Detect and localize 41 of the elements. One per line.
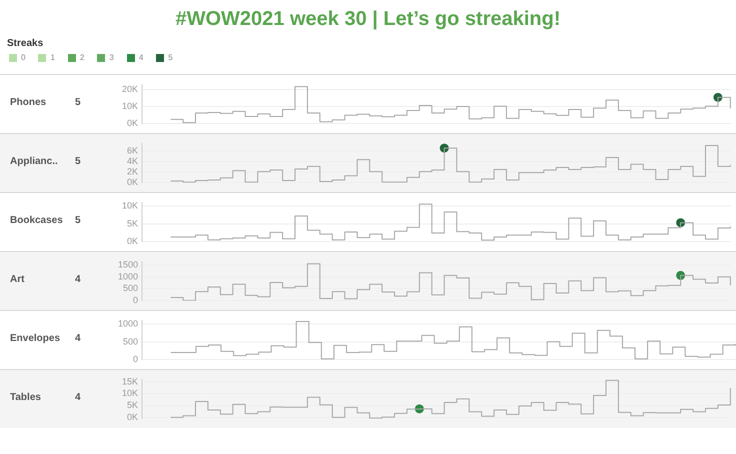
y-tick-label: 0K [126,118,138,128]
y-tick-label: 0K [126,177,138,188]
text: 5 [75,97,81,108]
text: 4 [75,333,81,344]
y-tick-label: 10K [122,388,138,398]
y-tick-label: 5K [126,218,138,228]
legend-label: 2 [80,53,84,62]
y-tick-label: 2K [126,166,138,177]
y-tick-label: 10K [122,101,138,112]
text: 4 [75,392,81,403]
y-axis-title: Bookcases [10,215,63,226]
chart-title: #WOW2021 week 30 | Let’s go streaking! [174,8,562,31]
y-tick-label: 5K [126,400,138,410]
legend-title: Streaks [7,38,44,49]
y-tick-label: 4K [126,156,138,166]
legend-label: 1 [50,53,55,62]
legend-label: 3 [109,53,114,62]
y-tick-label: 0K [126,412,138,422]
y-tick-label: 1000 [118,318,138,328]
y-tick-label: 10K [122,200,138,210]
y-tick-label: 500 [122,336,138,346]
y-axis-title: Tables [10,392,41,403]
y-tick-label: 1000 [118,271,138,282]
y-tick-label: 0 [132,295,138,306]
y-axis-title: Art [10,274,24,285]
y-axis-title: Envelopes [10,333,60,344]
y-axis-title: Phones [10,97,46,108]
y-tick-label: 0 [132,354,138,364]
text: 5 [75,215,81,226]
y-tick-label: 1500 [118,259,138,270]
y-axis-title: Applianc.. [10,156,58,167]
y-tick-label: 6K [126,146,138,156]
text: 5 [75,156,81,167]
legend-label: 5 [168,53,173,62]
y-tick-label: 15K [122,376,138,386]
y-tick-label: 500 [122,283,138,294]
legend-label: 0 [21,53,26,62]
y-tick-label: 0K [126,236,138,246]
y-tick-label: 20K [122,84,138,94]
text: 4 [75,274,81,285]
legend-label: 4 [138,53,144,62]
